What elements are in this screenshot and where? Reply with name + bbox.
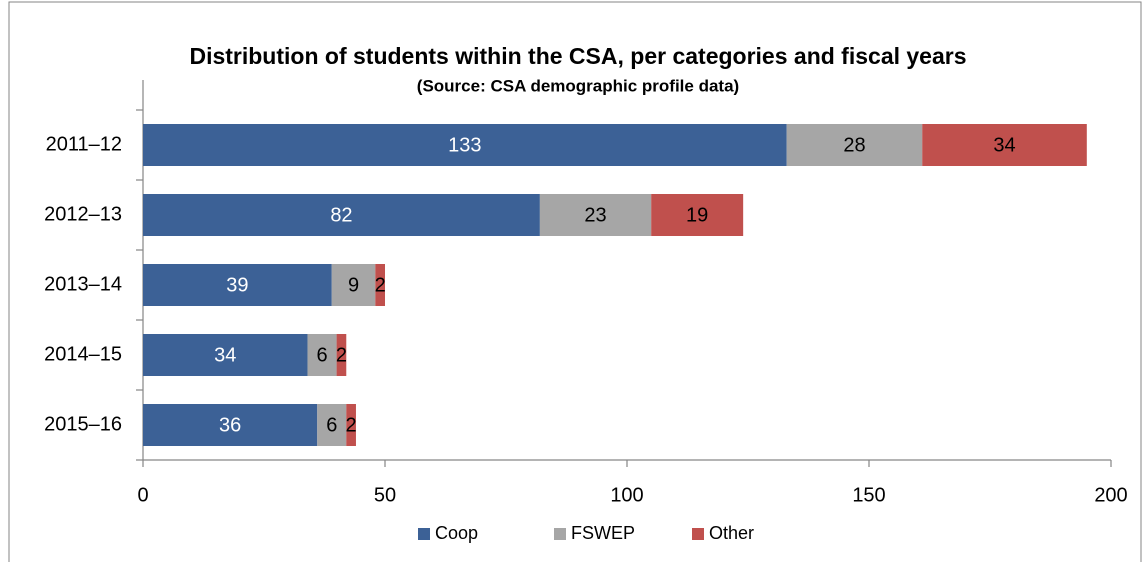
data-label: 9	[348, 274, 359, 296]
data-label: 34	[993, 134, 1015, 156]
bar-segment	[375, 264, 385, 306]
legend-label: Coop	[435, 523, 478, 543]
bar-segment	[143, 404, 318, 446]
data-label: 6	[317, 344, 328, 366]
y-tick-label: 2013–14	[44, 273, 122, 295]
bar-segment	[331, 264, 376, 306]
bar-segment	[346, 404, 356, 446]
bar-segment	[143, 334, 308, 376]
chart-subtitle: (Source: CSA demographic profile data)	[417, 76, 739, 95]
bar-segment	[922, 124, 1087, 166]
data-label: 133	[448, 134, 481, 156]
data-label: 82	[330, 204, 352, 226]
y-tick-label: 2014–15	[44, 343, 122, 365]
data-label: 19	[686, 204, 708, 226]
bar-segment	[143, 264, 332, 306]
x-tick-label: 150	[852, 484, 885, 506]
bar-segment	[307, 334, 337, 376]
bar-segment	[651, 194, 744, 236]
legend-swatch	[418, 528, 430, 540]
x-tick-label: 200	[1094, 484, 1127, 506]
legend-label: Other	[709, 523, 754, 543]
data-label: 36	[219, 414, 241, 436]
data-label: 28	[843, 134, 865, 156]
bar-segment	[539, 194, 652, 236]
legend-label: FSWEP	[571, 523, 635, 543]
legend-swatch	[692, 528, 704, 540]
chart-title: Distribution of students within the CSA,…	[189, 43, 966, 69]
bar-segment	[786, 124, 923, 166]
bar-segment	[143, 194, 540, 236]
y-tick-label: 2012–13	[44, 203, 122, 225]
data-label: 39	[226, 274, 248, 296]
x-tick-label: 100	[610, 484, 643, 506]
y-tick-label: 2011–12	[46, 133, 122, 155]
y-tick-label: 2015–16	[44, 413, 122, 435]
x-tick-label: 0	[137, 484, 148, 506]
x-tick-label: 50	[374, 484, 396, 506]
data-label: 6	[326, 414, 337, 436]
data-label: 23	[584, 204, 606, 226]
bar-segment	[317, 404, 347, 446]
bar-segment	[336, 334, 347, 376]
data-label: 2	[336, 344, 347, 366]
bar-segment	[143, 124, 787, 166]
data-label: 34	[214, 344, 236, 366]
legend-swatch	[554, 528, 566, 540]
data-label: 2	[375, 274, 386, 296]
data-label: 2	[346, 414, 357, 436]
